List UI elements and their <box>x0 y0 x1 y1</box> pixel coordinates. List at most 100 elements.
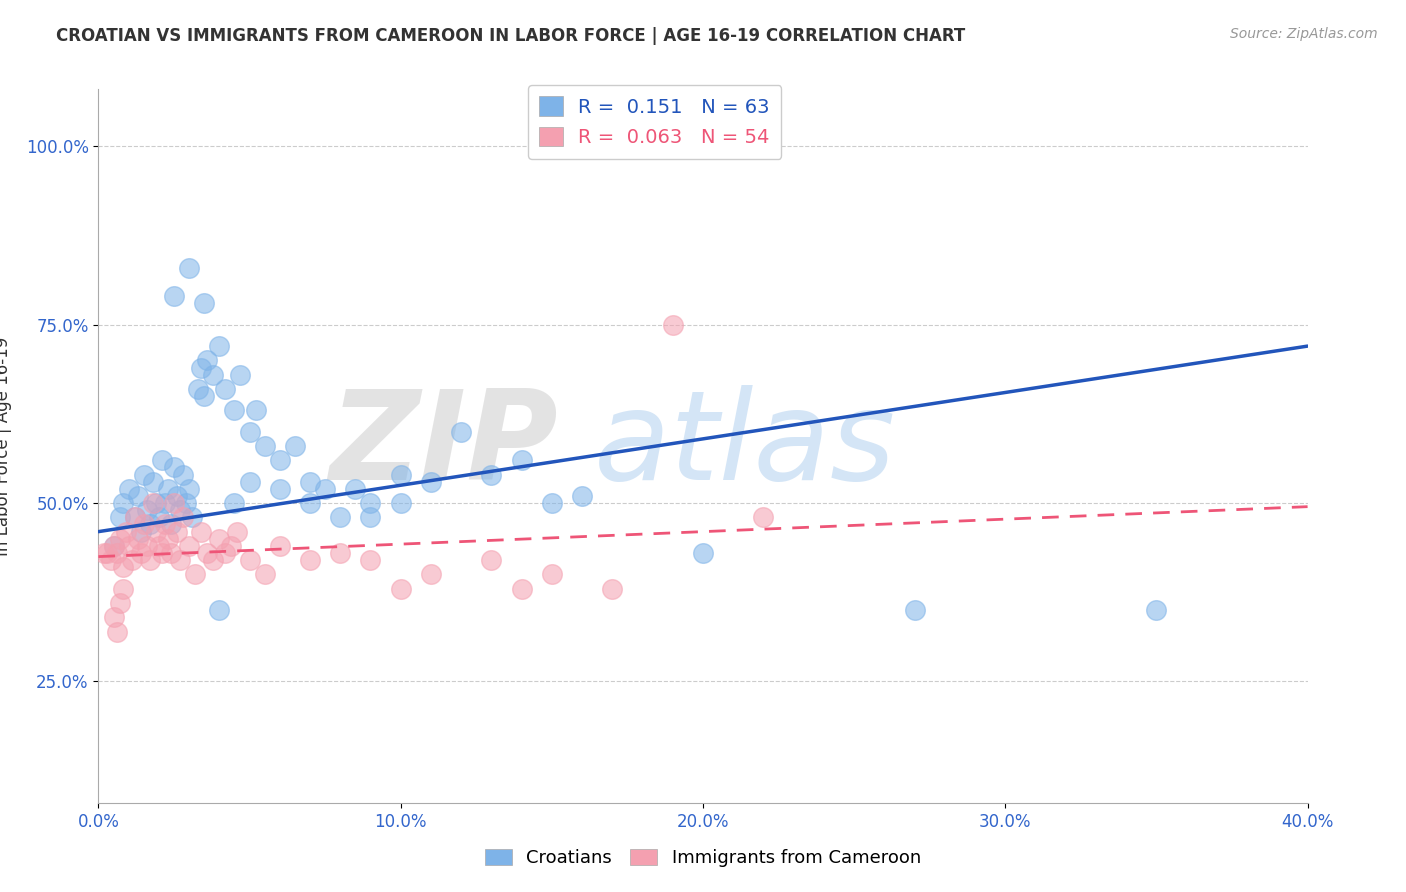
Point <box>103 539 125 553</box>
Point <box>108 532 131 546</box>
Point <box>114 524 136 539</box>
Point <box>153 517 176 532</box>
Point <box>179 260 201 275</box>
Legend: R =  0.151   N = 63, R =  0.063   N = 54: R = 0.151 N = 63, R = 0.063 N = 54 <box>527 85 782 159</box>
Point <box>752 510 775 524</box>
Point <box>299 553 322 567</box>
Point <box>329 510 352 524</box>
Point <box>118 482 141 496</box>
Point <box>142 496 165 510</box>
Point <box>1144 603 1167 617</box>
Point <box>108 596 131 610</box>
Point <box>202 368 225 382</box>
Point <box>103 539 125 553</box>
Point <box>314 482 336 496</box>
Point <box>224 403 246 417</box>
Point <box>329 546 352 560</box>
Point <box>181 510 204 524</box>
Point <box>190 524 212 539</box>
Point <box>163 289 186 303</box>
Point <box>450 425 472 439</box>
Point <box>214 546 236 560</box>
Point <box>160 517 183 532</box>
Point <box>174 496 197 510</box>
Point <box>661 318 683 332</box>
Y-axis label: In Labor Force | Age 16-19: In Labor Force | Age 16-19 <box>0 336 11 556</box>
Point <box>142 475 165 489</box>
Point <box>481 553 503 567</box>
Point <box>156 532 179 546</box>
Point <box>111 560 134 574</box>
Point <box>299 475 322 489</box>
Point <box>108 510 131 524</box>
Point <box>193 296 215 310</box>
Point <box>481 467 503 482</box>
Point <box>129 546 152 560</box>
Point <box>148 539 170 553</box>
Text: atlas: atlas <box>595 385 896 507</box>
Point <box>190 360 212 375</box>
Point <box>904 603 927 617</box>
Point <box>202 553 225 567</box>
Point <box>510 453 533 467</box>
Point <box>253 567 276 582</box>
Point <box>111 582 134 596</box>
Point <box>344 482 367 496</box>
Point <box>389 582 412 596</box>
Point <box>229 368 252 382</box>
Point <box>420 567 443 582</box>
Point <box>269 539 291 553</box>
Point <box>360 510 382 524</box>
Point <box>135 539 157 553</box>
Point <box>226 524 249 539</box>
Point <box>111 496 134 510</box>
Point <box>224 496 246 510</box>
Legend: Croatians, Immigrants from Cameroon: Croatians, Immigrants from Cameroon <box>478 841 928 874</box>
Point <box>360 496 382 510</box>
Text: CROATIAN VS IMMIGRANTS FROM CAMEROON IN LABOR FORCE | AGE 16-19 CORRELATION CHAR: CROATIAN VS IMMIGRANTS FROM CAMEROON IN … <box>56 27 966 45</box>
Point <box>150 546 173 560</box>
Point <box>239 475 262 489</box>
Point <box>172 510 194 524</box>
Point <box>169 553 191 567</box>
Point <box>105 546 128 560</box>
Point <box>389 496 412 510</box>
Text: ZIP: ZIP <box>329 385 558 507</box>
Point <box>150 453 173 467</box>
Point <box>127 532 149 546</box>
Point <box>195 353 218 368</box>
Point <box>100 553 122 567</box>
Point <box>124 510 146 524</box>
Point <box>239 553 262 567</box>
Point <box>160 546 183 560</box>
Point <box>179 482 201 496</box>
Point <box>172 467 194 482</box>
Point <box>208 603 231 617</box>
Point <box>269 482 291 496</box>
Point <box>127 489 149 503</box>
Point <box>129 524 152 539</box>
Point <box>132 467 155 482</box>
Point <box>139 517 162 532</box>
Point <box>284 439 307 453</box>
Text: Source: ZipAtlas.com: Source: ZipAtlas.com <box>1230 27 1378 41</box>
Point <box>166 524 188 539</box>
Point <box>184 567 207 582</box>
Point <box>132 517 155 532</box>
Point <box>118 539 141 553</box>
Point <box>389 467 412 482</box>
Point <box>105 624 128 639</box>
Point <box>420 475 443 489</box>
Point <box>195 546 218 560</box>
Point <box>148 510 170 524</box>
Point <box>139 553 162 567</box>
Point <box>239 425 262 439</box>
Point <box>245 403 267 417</box>
Point <box>179 539 201 553</box>
Point <box>163 460 186 475</box>
Point <box>208 339 231 353</box>
Point <box>193 389 215 403</box>
Point <box>187 382 209 396</box>
Point <box>602 582 624 596</box>
Point <box>166 489 188 503</box>
